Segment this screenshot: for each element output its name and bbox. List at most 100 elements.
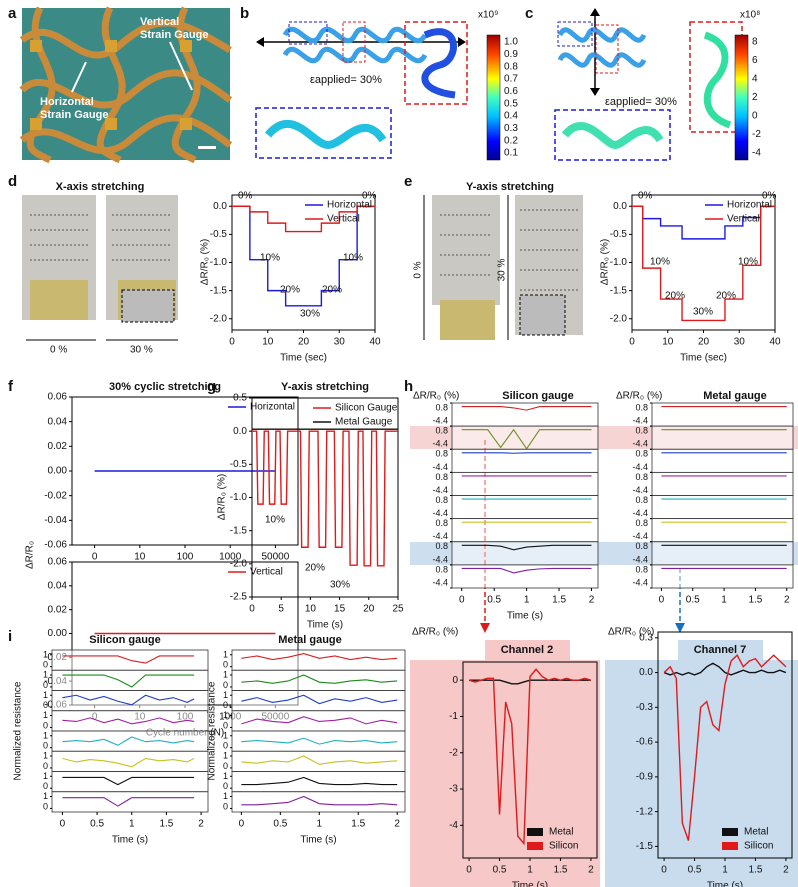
panel-label: a xyxy=(8,5,17,22)
x-tick-label: 15 xyxy=(334,604,346,615)
subplot-frame xyxy=(231,750,406,772)
subplot-frame xyxy=(651,564,794,589)
y-tick-label: 0.00 xyxy=(48,628,68,639)
subplot-frame xyxy=(231,649,406,671)
annotation: 0% xyxy=(362,191,377,202)
x-tick-label: 1.5 xyxy=(554,865,568,876)
y-axis-label: ΔR/R₀ (%) xyxy=(217,474,228,520)
y-tick-label: 0.8 xyxy=(635,402,648,412)
channel-header xyxy=(678,640,763,660)
colorbar-tick: -2 xyxy=(752,129,761,140)
x-axis-label: Time (sec) xyxy=(280,353,327,364)
legend-label: Horizontal xyxy=(727,200,772,211)
legend-label: Silicon xyxy=(549,841,578,852)
x-tick-label: 10 xyxy=(262,337,274,348)
y-tick-label: -4.4 xyxy=(432,577,448,587)
y-tick-label: -0.6 xyxy=(636,737,654,748)
image-label: Strain Gauge xyxy=(40,109,108,121)
y-tick-label: 0.0 xyxy=(213,201,227,212)
y-tick-label: 0.00 xyxy=(48,466,68,477)
y-tick-label: 0 xyxy=(43,741,48,751)
y-tick-label: 0.8 xyxy=(635,518,648,528)
x-axis-label: Time (s) xyxy=(300,835,336,846)
y-tick-label: -4.4 xyxy=(432,462,448,472)
y-tick-label: 0 xyxy=(223,680,228,690)
trace xyxy=(62,674,195,688)
annotation: 10% xyxy=(265,515,285,526)
trace xyxy=(62,736,195,746)
trace xyxy=(241,674,398,684)
trace xyxy=(62,776,195,786)
y-tick-label: 1 xyxy=(223,730,228,740)
chart-title: Y-axis stretching xyxy=(281,381,369,393)
y-tick-label: 0.04 xyxy=(48,580,68,591)
subplot-frame xyxy=(51,771,209,793)
y-tick-label: -0.5 xyxy=(610,229,628,240)
y-tick-label: -4.4 xyxy=(432,439,448,449)
y-tick-label: 0.8 xyxy=(435,426,448,436)
annotation: 20% xyxy=(322,285,342,296)
y-tick-label: 0 xyxy=(43,781,48,791)
trace xyxy=(62,655,195,664)
panel-label: b xyxy=(240,5,249,22)
x-tick-label: 0 xyxy=(466,865,472,876)
y-tick-label: 1 xyxy=(43,710,48,720)
chart-title: Y-axis stretching xyxy=(466,181,554,193)
legend-label: Horizontal xyxy=(250,402,295,413)
y-axis-label: ΔR/R₀ (%) xyxy=(600,239,611,285)
y-axis-label: Normalized resistance xyxy=(13,681,24,780)
x-tick-label: 0.5 xyxy=(688,865,702,876)
x-tick-label: 0.5 xyxy=(686,595,700,606)
colorbar-unit: x10⁹ xyxy=(478,10,498,21)
simulation-b: εapplied= 30% x10⁹ xyxy=(255,10,501,161)
y-tick-label: 0.8 xyxy=(435,402,448,412)
legend-label: Silicon Gauge xyxy=(335,403,398,414)
colorbar-tick: 0.5 xyxy=(504,98,518,109)
x-tick-label: 10 xyxy=(662,337,674,348)
x-tick-label: 10 xyxy=(305,604,317,615)
y-tick-label: 0 xyxy=(43,700,48,710)
y-tick-label: -4.4 xyxy=(632,508,648,518)
colorbar-tick: 8 xyxy=(752,37,758,48)
y-tick-label: 1 xyxy=(223,690,228,700)
x-axis-label: Time (sec) xyxy=(680,353,727,364)
series-line xyxy=(468,668,592,846)
x-tick-label: 2 xyxy=(198,819,204,830)
y-tick-label: -1.5 xyxy=(610,285,628,296)
x-tick-label: 1.5 xyxy=(351,819,365,830)
legend-label: Metal xyxy=(744,827,768,838)
x-tick-label: 50000 xyxy=(261,552,289,563)
colorbar-tick: 4 xyxy=(752,74,758,85)
trace xyxy=(461,567,592,574)
y-tick-label: -0.3 xyxy=(636,702,654,713)
y-tick-label: 1 xyxy=(223,751,228,761)
legend-label: Vertical xyxy=(727,214,760,225)
y-axis-label: ΔR/R₀ (%) xyxy=(412,627,458,638)
y-tick-label: 0 xyxy=(223,700,228,710)
photo-label: 30 % xyxy=(130,345,153,356)
colorbar-tick: 1.0 xyxy=(504,37,518,48)
colorbar-tick: 0.6 xyxy=(504,86,518,97)
colorbar-tick: 2 xyxy=(752,92,758,103)
legend-label: Vertical xyxy=(327,214,360,225)
chart-title: Metal gauge xyxy=(703,390,767,402)
image-label: Vertical xyxy=(140,16,179,28)
x-tick-label: 20 xyxy=(698,337,710,348)
annotation: 30% xyxy=(300,309,320,320)
y-tick-label: -4.4 xyxy=(432,485,448,495)
x-tick-label: 0 xyxy=(661,865,667,876)
panel-label: f xyxy=(8,378,14,395)
y-tick-label: 0 xyxy=(43,720,48,730)
y-tick-label: 0.8 xyxy=(635,449,648,459)
x-tick-label: 0 xyxy=(249,604,255,615)
y-tick-label: -4.4 xyxy=(432,531,448,541)
channel-background xyxy=(410,660,600,887)
x-tick-label: 1 xyxy=(721,595,727,606)
y-tick-label: 0.06 xyxy=(48,392,68,403)
y-tick-label: 0.0 xyxy=(613,201,627,212)
y-tick-label: 0 xyxy=(223,741,228,751)
y-tick-label: -1.0 xyxy=(210,257,228,268)
y-tick-label: 0.8 xyxy=(635,472,648,482)
channel-header xyxy=(485,640,570,660)
panel-label: e xyxy=(404,173,412,190)
